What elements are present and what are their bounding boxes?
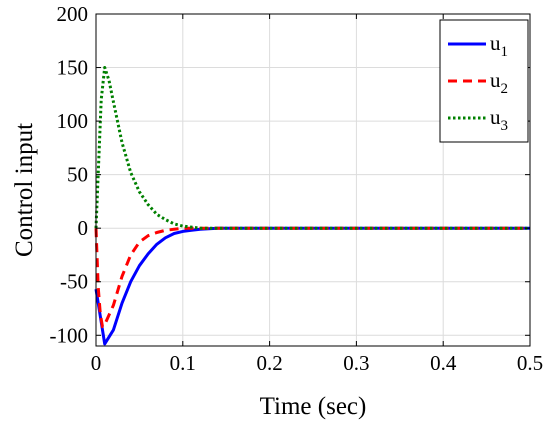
axis-ticks: 0 0.1 0.2 0.3 0.4 0.5 -100 -50 0 50 100 150 200 (50, 2, 544, 375)
y-tick-label: 0 (78, 216, 89, 240)
series-line-u2 (94, 226, 530, 329)
x-tick-label: 0.1 (170, 351, 196, 375)
legend-entry-u2: u2 (490, 68, 508, 97)
plot-lines (94, 66, 530, 346)
x-axis-label: Time (sec) (260, 393, 367, 420)
legend-entry-u1: u1 (490, 31, 508, 60)
y-axis-label: Control input (11, 123, 38, 257)
legend-entry-u3: u3 (490, 105, 508, 134)
plot-frame (95, 13, 531, 347)
y-tick-label: 200 (57, 2, 89, 26)
x-tick-label: 0.2 (256, 351, 282, 375)
x-tick-label: 0.4 (430, 351, 457, 375)
x-tick-label: 0 (91, 351, 102, 375)
x-tick-label: 0.5 (517, 351, 543, 375)
legend: u1 u2 u3 (439, 19, 529, 143)
y-tick-label: 100 (57, 109, 89, 133)
series-line-u3 (94, 66, 530, 230)
y-tick-label: 150 (57, 56, 89, 80)
y-tick-label: -50 (60, 270, 88, 294)
series-line-u1 (94, 226, 530, 346)
x-tick-label: 0.3 (343, 351, 369, 375)
y-tick-label: -100 (50, 323, 89, 347)
y-tick-label: 50 (67, 163, 88, 187)
